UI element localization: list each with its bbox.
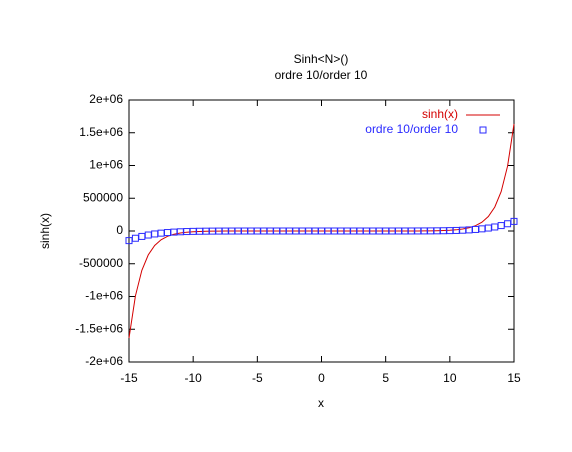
data-point — [497, 222, 505, 230]
x-axis-label: x — [318, 396, 324, 410]
data-point — [491, 223, 499, 231]
data-point — [131, 234, 139, 242]
y-tick-label: -500000 — [79, 256, 123, 270]
chart-subtitle: ordre 10/order 10 — [275, 68, 368, 82]
data-point — [484, 224, 492, 232]
data-point — [472, 225, 479, 233]
legend-label: ordre 10/order 10 — [365, 122, 458, 136]
y-tick-label: -1e+06 — [85, 289, 123, 303]
legend-label: sinh(x) — [422, 107, 458, 121]
x-tick-label: 5 — [382, 371, 389, 385]
x-tick-label: -5 — [252, 371, 263, 385]
y-tick-label: 2e+06 — [89, 92, 123, 106]
y-tick-label: -2e+06 — [85, 354, 123, 368]
x-tick-label: 0 — [318, 371, 325, 385]
x-tick-label: -10 — [184, 371, 202, 385]
data-point — [138, 232, 146, 240]
data-point — [478, 225, 486, 233]
legend-marker — [479, 126, 487, 134]
y-tick-label: 1.5e+06 — [79, 125, 123, 139]
data-point — [157, 229, 165, 237]
y-tick-label: 0 — [116, 223, 123, 237]
y-tick-label: -1.5e+06 — [75, 321, 123, 335]
y-axis-label: sinh(x) — [38, 213, 52, 249]
data-point — [510, 217, 518, 225]
y-tick-label: 500000 — [83, 190, 123, 204]
x-tick-label: 15 — [507, 371, 521, 385]
x-tick-label: 10 — [443, 371, 457, 385]
data-point — [164, 229, 171, 237]
data-point — [504, 220, 512, 228]
y-tick-label: 1e+06 — [89, 158, 123, 172]
data-point — [144, 231, 152, 239]
data-point — [151, 230, 159, 238]
data-line — [128, 123, 515, 339]
chart-title: Sinh<N>() — [294, 52, 349, 66]
x-tick-label: -15 — [120, 371, 138, 385]
